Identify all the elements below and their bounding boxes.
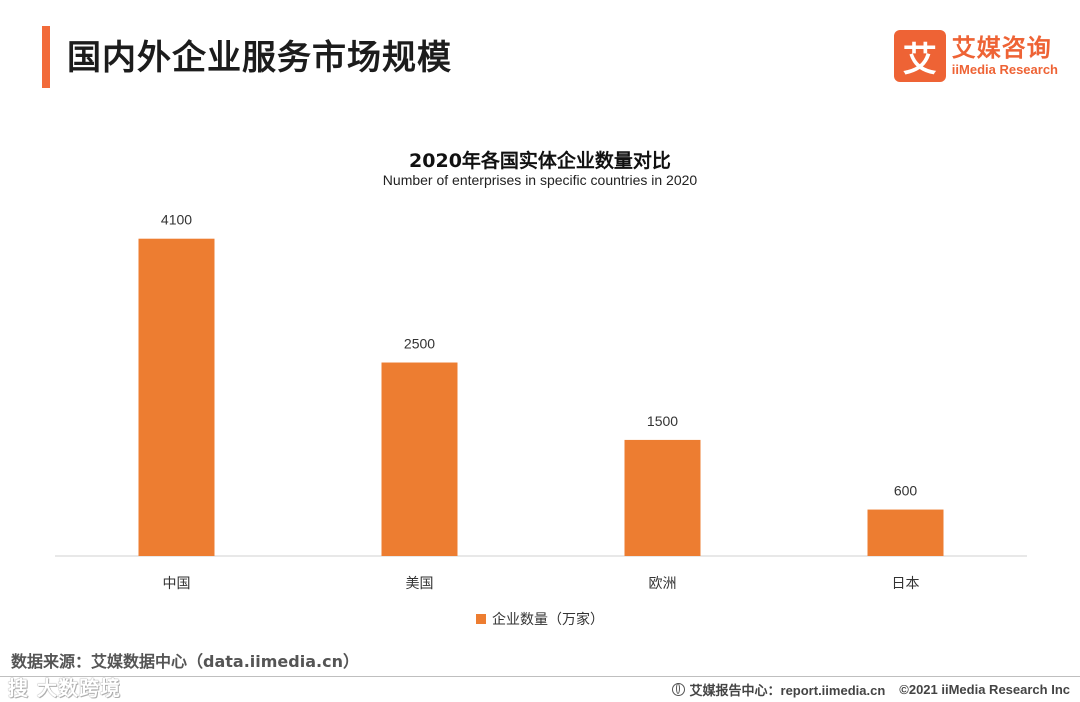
chart-legend: 企业数量（万家）	[0, 609, 1080, 629]
brand-logo-icon: 艾	[893, 30, 946, 82]
bar-0	[138, 238, 215, 556]
data-label-2: 1500	[647, 413, 678, 429]
x-tick-label-0: 中国	[163, 576, 191, 592]
data-label-1: 2500	[404, 336, 435, 352]
report-site-link[interactable]: 艾媒报告中心：report.iimedia.cn	[689, 683, 886, 698]
brand-name-cn: 艾媒咨询	[951, 34, 1052, 62]
footer-info: 艾媒报告中心：report.iimedia.cn ©2021 iiMedia R…	[671, 680, 1070, 699]
chart-subtitle: Number of enterprises in specific countr…	[382, 172, 698, 188]
legend-swatch	[476, 614, 486, 624]
copyright-text: ©2021 iiMedia Research Inc	[899, 682, 1070, 697]
bar-2	[624, 439, 701, 556]
page-title: 国内外企业服务市场规模	[67, 38, 452, 78]
footer-divider	[0, 676, 1080, 677]
chart-title: 2020年各国实体企业数量对比	[409, 150, 671, 172]
data-label-0: 4100	[161, 212, 192, 228]
bar-3	[867, 509, 944, 556]
watermark: 搜 大数跨境	[8, 676, 121, 700]
brand-logo-block: 艾 艾媒咨询 iiMedia Research	[893, 30, 1058, 82]
data-source-note: 数据来源：艾媒数据中心（data.iimedia.cn）	[11, 652, 359, 671]
bar-1	[381, 362, 458, 556]
title-accent-bar	[42, 26, 50, 88]
brand-text: 艾媒咨询 iiMedia Research	[952, 34, 1058, 78]
globe-icon	[671, 683, 685, 696]
brand-name-en: iiMedia Research	[951, 62, 1058, 77]
legend-label: 企业数量（万家）	[492, 612, 604, 628]
x-tick-label-2: 欧洲	[649, 576, 677, 592]
x-tick-label-3: 日本	[892, 576, 920, 592]
x-tick-label-1: 美国	[406, 576, 434, 592]
data-label-3: 600	[894, 483, 918, 499]
